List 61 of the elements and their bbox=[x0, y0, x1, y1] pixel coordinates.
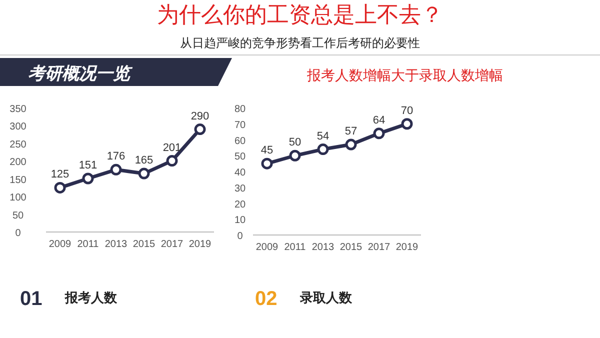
text: 02 bbox=[255, 288, 278, 310]
y-tick-label: 20 bbox=[234, 199, 246, 210]
point bbox=[194, 124, 206, 136]
y-tick-label: 70 bbox=[234, 120, 246, 131]
data-label: 64 bbox=[372, 114, 386, 126]
data-label: 54 bbox=[316, 130, 330, 142]
data-label: 45 bbox=[260, 144, 274, 157]
data-label: 165 bbox=[134, 154, 154, 167]
point bbox=[110, 164, 122, 176]
point bbox=[401, 118, 413, 130]
y-tick-label: 0 bbox=[15, 228, 22, 239]
text: 考研概况一览 bbox=[28, 64, 133, 83]
y-tick-label: 250 bbox=[10, 139, 27, 150]
y-tick-label: 10 bbox=[234, 215, 246, 226]
x-tick-label: 2015 bbox=[340, 242, 363, 253]
data-label: 201 bbox=[162, 142, 182, 154]
x-axis-title: 录取人数 bbox=[299, 290, 353, 305]
x-tick-label: 2009 bbox=[256, 242, 279, 253]
point bbox=[345, 138, 357, 150]
y-tick-label: 350 bbox=[10, 104, 27, 115]
x-tick-label: 2019 bbox=[188, 239, 212, 250]
x-tick-label: 2009 bbox=[48, 239, 72, 250]
y-tick-label: 30 bbox=[234, 183, 246, 194]
data-label: 50 bbox=[288, 136, 302, 149]
x-tick-label: 2011 bbox=[77, 239, 100, 250]
data-label: 290 bbox=[190, 110, 210, 122]
y-tick-label: 60 bbox=[234, 136, 246, 147]
y-tick-label: 150 bbox=[10, 174, 27, 186]
point bbox=[317, 144, 329, 156]
x-axis-title: 报考人数 bbox=[64, 290, 118, 305]
y-tick-label: 300 bbox=[10, 122, 27, 133]
chart-title: 报考人数增幅大于录取人数增幅 bbox=[306, 67, 503, 83]
y-tick-label: 50 bbox=[12, 210, 24, 222]
x-tick-label: 2011 bbox=[284, 242, 306, 253]
data-label: 70 bbox=[400, 104, 414, 117]
point bbox=[261, 158, 273, 170]
y-tick-label: 200 bbox=[10, 157, 27, 168]
point bbox=[138, 168, 150, 180]
x-tick-label: 2013 bbox=[312, 242, 335, 253]
x-tick-label: 2019 bbox=[396, 242, 419, 253]
point bbox=[54, 182, 66, 194]
x-tick-label: 2015 bbox=[132, 239, 156, 250]
y-tick-label: 80 bbox=[234, 104, 246, 115]
data-label: 57 bbox=[344, 126, 358, 138]
y-tick-label: 50 bbox=[234, 152, 246, 163]
point bbox=[373, 128, 385, 140]
data-label: 151 bbox=[78, 160, 98, 172]
text: 为什么你的工资总是上不去？ bbox=[157, 2, 443, 27]
y-tick-label: 0 bbox=[237, 231, 244, 242]
y-tick-label: 40 bbox=[234, 168, 246, 178]
text: 从日趋严峻的竞争形势看工作后考研的必要性 bbox=[180, 36, 420, 50]
x-tick-label: 2017 bbox=[368, 242, 391, 253]
y-tick-label: 100 bbox=[10, 192, 27, 204]
x-tick-label: 2017 bbox=[160, 239, 184, 250]
point bbox=[82, 172, 94, 184]
x-tick-label: 2013 bbox=[104, 239, 128, 250]
data-label: 125 bbox=[50, 168, 70, 181]
data-label: 176 bbox=[106, 150, 126, 163]
point bbox=[289, 150, 301, 162]
text: 01 bbox=[20, 288, 42, 310]
point bbox=[166, 155, 178, 167]
